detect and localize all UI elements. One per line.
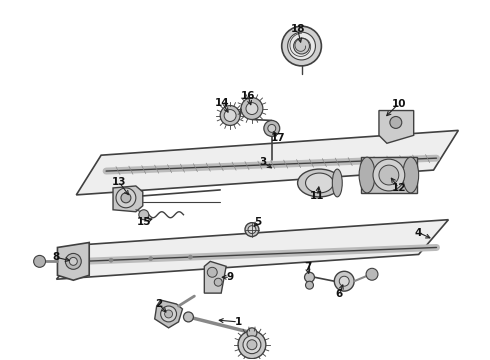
Polygon shape <box>204 261 226 293</box>
Polygon shape <box>155 300 182 328</box>
Circle shape <box>248 226 256 234</box>
Circle shape <box>139 210 149 220</box>
Circle shape <box>373 159 405 191</box>
Text: 7: 7 <box>304 262 311 272</box>
Circle shape <box>34 255 46 267</box>
Circle shape <box>189 255 193 259</box>
Circle shape <box>247 340 257 350</box>
Circle shape <box>339 276 349 286</box>
Text: 15: 15 <box>137 217 151 227</box>
Circle shape <box>264 121 280 136</box>
Polygon shape <box>379 111 414 143</box>
Text: 5: 5 <box>254 217 262 227</box>
Ellipse shape <box>332 169 342 197</box>
Circle shape <box>116 188 136 208</box>
Circle shape <box>366 268 378 280</box>
Circle shape <box>282 26 321 66</box>
Polygon shape <box>57 243 89 280</box>
Text: 6: 6 <box>336 289 343 299</box>
Circle shape <box>379 165 399 185</box>
Circle shape <box>268 125 276 132</box>
Circle shape <box>294 38 310 54</box>
Circle shape <box>70 257 77 265</box>
Text: 18: 18 <box>291 24 305 34</box>
Text: 16: 16 <box>241 91 255 101</box>
Circle shape <box>306 281 314 289</box>
Circle shape <box>65 253 81 269</box>
Circle shape <box>305 272 315 282</box>
Circle shape <box>246 103 258 114</box>
Circle shape <box>165 310 172 318</box>
Circle shape <box>207 267 217 277</box>
Circle shape <box>245 223 259 237</box>
Text: 2: 2 <box>155 299 162 309</box>
Circle shape <box>288 32 316 60</box>
Circle shape <box>149 257 153 261</box>
Ellipse shape <box>306 173 333 193</box>
Circle shape <box>247 328 257 338</box>
Text: 9: 9 <box>226 272 234 282</box>
Polygon shape <box>56 220 448 279</box>
Ellipse shape <box>403 157 418 193</box>
Text: 12: 12 <box>392 183 406 193</box>
Circle shape <box>238 331 266 359</box>
Ellipse shape <box>297 169 341 197</box>
Circle shape <box>220 105 240 125</box>
Text: 3: 3 <box>259 157 267 167</box>
Polygon shape <box>113 186 143 212</box>
Circle shape <box>224 109 236 121</box>
Text: 8: 8 <box>53 252 60 262</box>
Circle shape <box>121 193 131 203</box>
Circle shape <box>241 98 263 120</box>
Circle shape <box>243 336 261 354</box>
Circle shape <box>161 306 176 322</box>
Circle shape <box>334 271 354 291</box>
Text: 4: 4 <box>415 228 422 238</box>
Bar <box>361 157 416 193</box>
Polygon shape <box>76 130 458 195</box>
Circle shape <box>183 312 194 322</box>
Circle shape <box>109 258 113 262</box>
Ellipse shape <box>359 157 375 193</box>
Text: 13: 13 <box>112 177 126 187</box>
Text: 14: 14 <box>215 98 229 108</box>
Text: 10: 10 <box>392 99 406 109</box>
Circle shape <box>390 117 402 129</box>
Circle shape <box>214 278 222 286</box>
Text: 11: 11 <box>310 191 325 201</box>
Text: 17: 17 <box>270 133 285 143</box>
Text: 1: 1 <box>234 317 242 327</box>
